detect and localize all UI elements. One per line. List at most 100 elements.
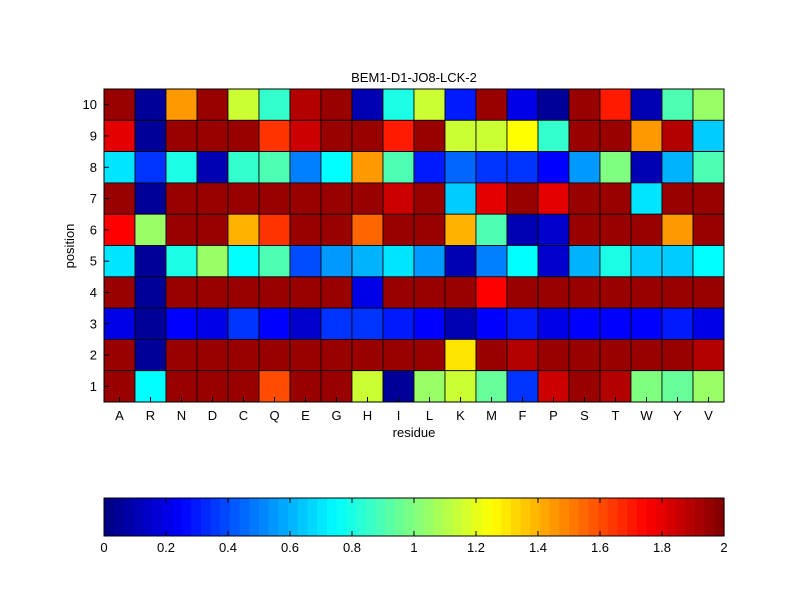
heatmap-cell [692,88,725,121]
heatmap-cell [134,213,167,246]
x-tick-label: P [549,408,558,423]
heatmap-cell [630,370,663,403]
colorbar-segment [152,498,163,536]
colorbar-segment [171,498,183,536]
heatmap-cell [196,307,229,340]
heatmap-cell [134,276,167,309]
heatmap-cell [599,88,632,121]
y-tick-label: 4 [90,285,97,300]
heatmap-cell [258,88,291,121]
heatmap-cell [506,338,539,372]
heatmap-cell [289,213,322,246]
heatmap-cell [630,276,663,309]
colorbar-tick-label: 1.8 [653,540,671,555]
heatmap-cell [444,213,477,246]
x-tick-label: Y [673,408,682,423]
colorbar-segment [210,498,221,536]
heatmap-cell [382,88,415,121]
heatmap-cell [134,245,167,278]
y-tick-label: 9 [90,128,97,143]
colorbar-segment [685,498,696,536]
heatmap-cell [227,182,260,215]
heatmap-cell [351,151,384,184]
heatmap-cell [351,370,384,403]
heatmap-cell [258,276,291,309]
colorbar-tick-label: 1 [410,540,417,555]
heatmap-cell [165,276,198,309]
heatmap-cell [165,151,198,184]
heatmap-cell [506,245,539,278]
heatmap-cell [661,119,694,153]
heatmap-cell [413,245,446,278]
colorbar-tick-label: 0 [100,540,107,555]
heatmap-cell [258,338,291,372]
heatmap-cell [475,182,508,215]
colorbar-ticks: 0 0.2 0.4 0.6 0.8 1 1.2 1.4 1.6 1.8 2 [100,498,728,555]
heatmap-cell [568,151,601,184]
heatmap-cell [258,307,291,340]
heatmap-cell [599,213,632,246]
colorbar-segment [355,498,367,536]
heatmap-cell [537,307,570,340]
colorbar-segment [510,498,522,536]
colorbar-segment [443,498,454,536]
colorbar-segment [704,498,715,536]
heatmap-cell [630,151,663,184]
heatmap-cell [413,213,446,246]
y-tick-label: 10 [83,97,97,112]
heatmap-cell [630,88,663,121]
heatmap-cell [630,119,663,153]
colorbar-segment [336,498,347,536]
heatmap-cell [196,151,229,184]
heatmap-cell [413,370,446,403]
heatmap-cell [475,370,508,403]
colorbar-segment [433,498,444,536]
heatmap-cell [351,88,384,121]
heatmap-cell [413,88,446,121]
heatmap-cell [134,119,167,153]
heatmap-cell [630,245,663,278]
colorbar-tick-label: 0.2 [157,540,175,555]
heatmap-cell [506,119,539,153]
heatmap-cell [258,213,291,246]
colorbar-segment [607,498,619,536]
y-tick-label: 3 [90,316,97,331]
heatmap-cell [382,213,415,246]
heatmap-cell [289,370,322,403]
heatmap-cell [227,213,260,246]
colorbar-segment [414,498,425,536]
colorbar-segment [675,498,686,536]
heatmap-cell [382,370,415,403]
colorbar-segment [239,498,250,536]
y-axis-ticks: 10 9 8 7 6 5 4 3 2 1 [83,97,109,394]
heatmap-cell [413,182,446,215]
heatmap-cell [320,119,353,153]
heatmap-cell [661,370,694,403]
heatmap-cell [351,307,384,340]
heatmap-cell [134,338,167,372]
heatmap-cell [599,245,632,278]
colorbar-segment [113,498,124,536]
colorbar-segment [326,498,338,536]
colorbar-segment [462,498,473,536]
heatmap-cell [165,213,198,246]
colorbar-segment [288,498,299,536]
heatmap-cell [475,151,508,184]
colorbar-segment [365,498,376,536]
heatmap-cell [444,307,477,340]
heatmap-cell [320,182,353,215]
y-tick-label: 2 [90,348,97,363]
heatmap-cell [661,276,694,309]
x-tick-label: H [363,408,372,423]
colorbar-segment [346,498,357,536]
colorbar-segment [501,498,512,536]
heatmap-cell [537,119,570,153]
heatmap-cell [103,370,136,403]
colorbar-tick-label: 1.2 [467,540,485,555]
heatmap-cell [661,338,694,372]
heatmap-cell [196,88,229,121]
heatmap-cell [165,245,198,278]
heatmap-cell [444,182,477,215]
heatmap-cell [320,151,353,184]
